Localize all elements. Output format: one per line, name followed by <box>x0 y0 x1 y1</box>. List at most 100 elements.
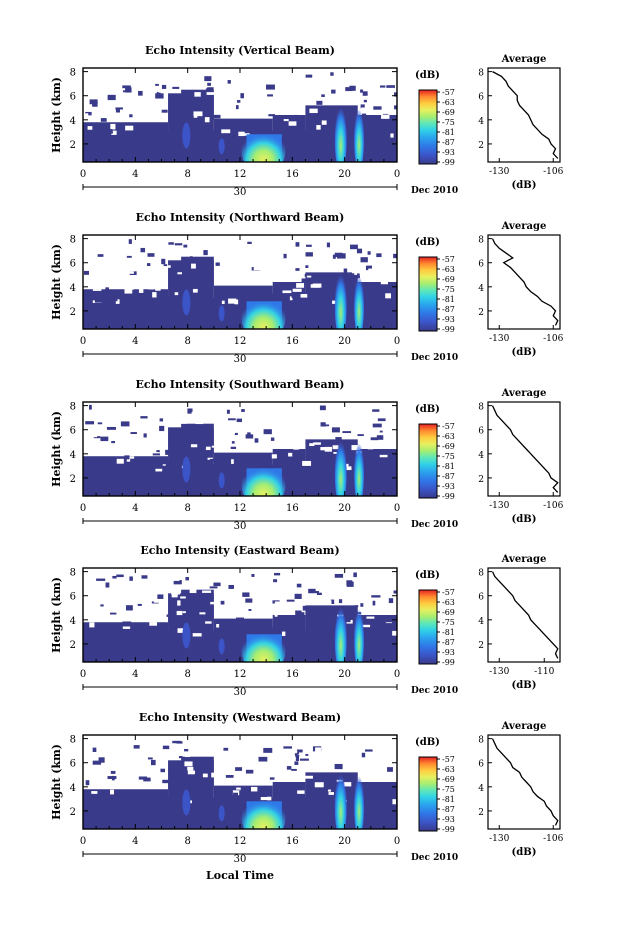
echo-speckle <box>86 583 94 587</box>
profile-y-tick-label: 4 <box>478 784 484 794</box>
echo-speckle <box>102 87 108 92</box>
echo-speckle <box>170 627 180 631</box>
echo-speckle <box>115 783 123 787</box>
echo-speckle <box>236 418 242 423</box>
echo-speckle <box>274 743 282 747</box>
echo-speckle <box>385 293 392 299</box>
echo-speckle <box>360 257 368 263</box>
date-label: Dec 2010 <box>411 686 458 696</box>
y-axis-label: Height (km) <box>50 244 63 320</box>
echo-speckle <box>171 589 181 595</box>
echo-speckle <box>353 741 358 746</box>
echo-speckle <box>143 765 152 770</box>
echo-speckle <box>296 283 305 288</box>
echo-speckle <box>295 754 300 757</box>
echo-feature <box>218 305 225 322</box>
echo-speckle <box>306 275 312 278</box>
day-label: 30 <box>234 187 247 198</box>
date-label: Dec 2010 <box>411 520 458 530</box>
echo-speckle <box>111 441 115 444</box>
x-tick-label: 0 <box>80 503 86 514</box>
profile-x-tick-label: -130 <box>489 501 509 511</box>
echo-speckle <box>394 274 397 279</box>
echo-speckle <box>245 769 254 774</box>
echo-speckle <box>231 441 235 444</box>
echo-speckle <box>274 614 278 617</box>
x-tick-label: 4 <box>132 669 138 680</box>
profile-y-tick-label: 6 <box>478 260 484 270</box>
echo-speckle <box>317 778 325 782</box>
echo-speckle <box>187 408 193 414</box>
echo-speckle <box>155 83 159 86</box>
echo-speckle <box>303 417 308 423</box>
echo-speckle <box>221 300 225 305</box>
x-tick-label: 20 <box>338 669 351 680</box>
echo-speckle <box>228 418 236 421</box>
echo-speckle <box>85 111 92 116</box>
echo-speckle <box>323 775 329 780</box>
echo-speckle <box>251 777 259 782</box>
echo-speckle <box>223 747 229 751</box>
echo-speckle <box>249 582 257 589</box>
echo-speckle <box>319 764 329 769</box>
x-axis-label: Local Time <box>206 869 274 882</box>
echo-speckle <box>128 456 135 459</box>
echo-speckle <box>296 583 302 588</box>
x-tick-label: 12 <box>234 669 247 680</box>
echo-speckle <box>360 89 364 93</box>
x-tick-label: 8 <box>184 836 190 847</box>
echo-speckle <box>299 758 309 761</box>
colorbar-tick-label: -81 <box>442 628 455 637</box>
heatmap-field <box>83 570 397 662</box>
echo-speckle <box>331 89 336 94</box>
echo-speckle <box>174 292 179 296</box>
colorbar-tick-label: -69 <box>442 275 455 284</box>
echo-speckle <box>122 625 131 629</box>
colorbar-tick-label: -81 <box>442 795 455 804</box>
echo-speckle <box>98 757 105 763</box>
echo-speckle <box>392 630 397 636</box>
echo-speckle <box>192 633 202 637</box>
rain-echo-column <box>354 276 365 329</box>
echo-speckle <box>368 626 375 630</box>
rain-echo-core <box>241 463 286 496</box>
echo-speckle <box>145 417 150 423</box>
echo-speckle <box>221 129 231 134</box>
echo-region <box>272 615 306 637</box>
profile-x-tick-label: -130 <box>489 834 509 844</box>
echo-speckle <box>111 130 117 135</box>
echo-speckle <box>268 252 276 257</box>
echo-speckle <box>165 449 170 455</box>
echo-speckle <box>296 749 303 754</box>
echo-speckle <box>153 598 163 603</box>
echo-speckle <box>210 601 219 605</box>
y-tick-label: 8 <box>70 402 76 413</box>
echo-speckle <box>257 99 262 103</box>
echo-speckle <box>370 437 379 441</box>
echo-speckle <box>224 441 233 447</box>
echo-speckle <box>307 788 316 793</box>
echo-speckle <box>392 799 396 805</box>
echo-speckle <box>282 631 286 636</box>
echo-speckle <box>268 114 276 117</box>
echo-speckle <box>234 432 238 436</box>
echo-speckle <box>131 422 135 425</box>
echo-speckle <box>305 244 312 247</box>
echo-speckle <box>179 118 187 123</box>
echo-speckle <box>159 418 164 422</box>
y-axis-label: Height (km) <box>50 77 63 153</box>
colorbar-tick-label: -63 <box>442 432 455 441</box>
x-tick-label: 20 <box>338 336 351 347</box>
echo-region <box>272 115 306 137</box>
colorbar-tick-label: -99 <box>442 158 455 167</box>
echo-speckle <box>226 409 230 414</box>
colorbar <box>418 756 438 832</box>
echo-speckle <box>263 429 272 435</box>
echo-speckle <box>352 419 357 422</box>
x-tick-label: 20 <box>338 503 351 514</box>
echo-speckle <box>313 408 320 411</box>
echo-speckle <box>92 747 97 753</box>
echo-speckle <box>100 604 104 607</box>
echo-speckle <box>274 410 279 415</box>
echo-speckle <box>100 118 107 122</box>
